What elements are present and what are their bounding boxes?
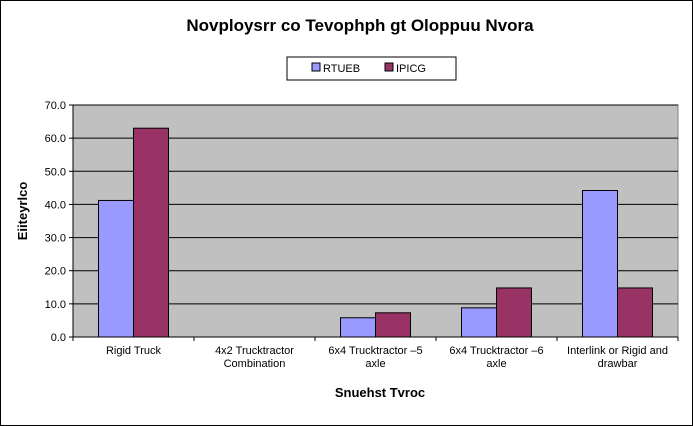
- bar-rtueb-2: [340, 317, 376, 338]
- x-category-label: Rigid Truck: [106, 345, 162, 357]
- x-category-label: axle: [486, 358, 506, 370]
- bars: [98, 127, 653, 338]
- y-tick-label: 20.0: [45, 266, 66, 278]
- legend-label-ipicg: IPICG: [396, 63, 426, 75]
- y-tick-label: 30.0: [45, 233, 66, 245]
- legend: RTUEB IPICG: [286, 56, 457, 81]
- bar-ipicg-4: [617, 287, 653, 338]
- y-axis-title: Eiiteyrlco: [15, 182, 30, 241]
- chart-title: Novploysrr co Tevophph gt Oloppuu Nvora: [186, 16, 534, 35]
- axes: [72, 105, 679, 341]
- y-tick-label: 50.0: [45, 166, 66, 178]
- bar-rtueb-3: [461, 307, 497, 338]
- x-category-label: Combination: [224, 358, 286, 370]
- bar-rtueb-4: [582, 190, 618, 338]
- y-axis-ticks: 0.0 10.0 20.0 30.0 40.0 50.0 60.0 70.0: [45, 100, 73, 344]
- x-axis-title: Snuehst Tvroc: [335, 385, 425, 400]
- bar-ipicg-2: [375, 312, 411, 338]
- x-category-label: axle: [365, 358, 385, 370]
- legend-swatch-rtueb: [311, 62, 321, 72]
- gridlines: [73, 104, 678, 305]
- x-category-label: Interlink or Rigid and: [567, 345, 668, 357]
- x-category-label: 4x2 Trucktractor: [215, 345, 294, 357]
- legend-label-rtueb: RTUEB: [323, 63, 360, 75]
- y-tick-label: 70.0: [45, 100, 66, 112]
- bar-ipicg-0: [133, 127, 169, 338]
- x-category-label: drawbar: [598, 358, 638, 370]
- bar-rtueb-0: [98, 199, 134, 338]
- legend-swatch-ipicg: [384, 62, 394, 72]
- bar-ipicg-3: [496, 287, 532, 338]
- x-category-label: 6x4 Trucktractor –5: [328, 345, 422, 357]
- x-category-label: 6x4 Trucktractor –6: [449, 345, 543, 357]
- y-tick-label: 0.0: [51, 332, 66, 344]
- y-tick-label: 60.0: [45, 133, 66, 145]
- y-tick-label: 40.0: [45, 199, 66, 211]
- legend-box: [286, 56, 457, 81]
- y-tick-label: 10.0: [45, 299, 66, 311]
